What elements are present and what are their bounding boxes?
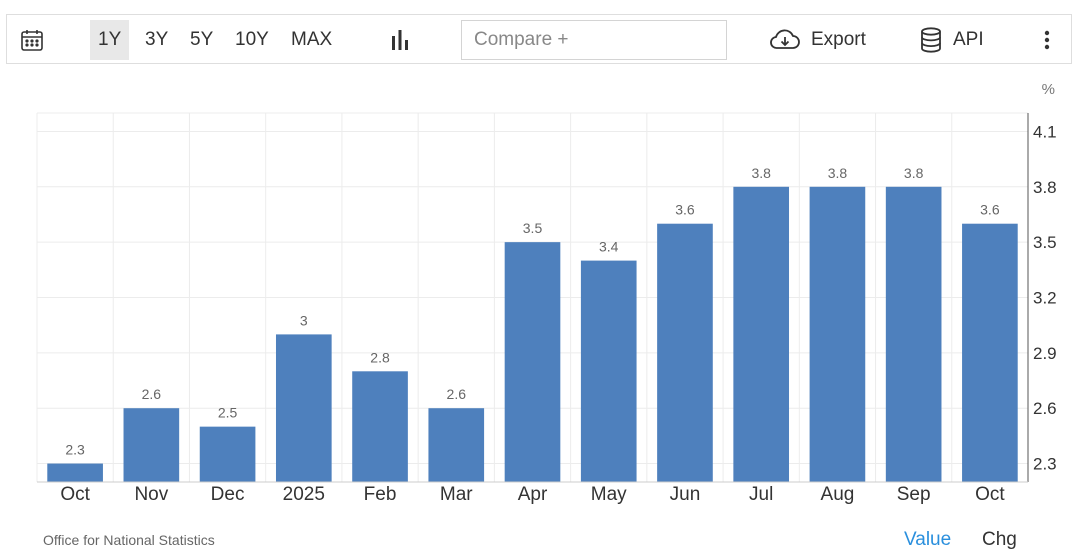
x-tick-label: Mar <box>440 484 473 505</box>
chg-tab[interactable]: Chg <box>982 529 1017 550</box>
bar[interactable] <box>428 408 485 482</box>
data-label: 3.6 <box>675 202 695 218</box>
data-label: 3.6 <box>980 202 1000 218</box>
x-tick-label: Apr <box>518 484 548 505</box>
bar-chart-icon[interactable] <box>387 26 413 54</box>
x-tick-label: Aug <box>821 484 855 505</box>
export-label: Export <box>811 29 866 50</box>
database-icon <box>919 27 943 53</box>
cloud-download-icon <box>769 28 801 52</box>
x-tick-label: Sep <box>897 484 931 505</box>
bar[interactable] <box>352 371 408 482</box>
x-tick-label: Feb <box>364 484 397 505</box>
more-vertical-icon[interactable] <box>1033 20 1061 60</box>
chart-toolbar: 1Y 3Y 5Y 10Y MAX Export <box>6 14 1072 64</box>
bar[interactable] <box>657 223 713 482</box>
y-tick-label: 3.2 <box>1033 289 1057 308</box>
y-tick-label: 4.1 <box>1033 122 1057 141</box>
compare-input[interactable] <box>461 20 727 60</box>
range-5y-button[interactable]: 5Y <box>190 29 214 50</box>
bar[interactable] <box>809 186 866 483</box>
y-tick-label: 3.8 <box>1033 178 1057 197</box>
y-tick-label: 3.5 <box>1033 233 1057 252</box>
data-label: 2.6 <box>447 386 467 402</box>
bar[interactable] <box>199 426 256 482</box>
x-tick-label: Oct <box>975 484 1005 505</box>
calendar-icon[interactable] <box>19 27 45 53</box>
data-label: 3.8 <box>751 165 771 181</box>
data-label: 2.8 <box>370 349 390 365</box>
range-max-button[interactable]: MAX <box>291 29 333 50</box>
data-label: 3 <box>300 312 308 328</box>
bar[interactable] <box>47 463 103 482</box>
bar[interactable] <box>504 242 561 482</box>
data-label: 3.8 <box>828 165 848 181</box>
x-tick-label: May <box>591 484 627 505</box>
api-button[interactable]: API <box>919 20 984 60</box>
bar[interactable] <box>962 223 1018 482</box>
x-tick-label: Dec <box>211 484 245 505</box>
x-tick-label: 2025 <box>283 484 325 505</box>
value-tab[interactable]: Value <box>904 529 952 550</box>
range-10y-button[interactable]: 10Y <box>235 29 269 50</box>
data-label: 2.3 <box>65 442 85 458</box>
api-label: API <box>953 29 984 50</box>
data-label: 3.8 <box>904 165 924 181</box>
x-tick-label: Oct <box>60 484 90 505</box>
data-label: 2.6 <box>142 386 162 402</box>
y-tick-label: 2.6 <box>1033 399 1057 418</box>
x-tick-label: Jul <box>749 484 773 505</box>
y-tick-label: 2.9 <box>1033 344 1057 363</box>
y-tick-label: 2.3 <box>1033 455 1057 474</box>
x-tick-label: Nov <box>134 484 168 505</box>
x-tick-label: Jun <box>670 484 701 505</box>
range-3y-button[interactable]: 3Y <box>145 29 169 50</box>
data-label: 3.5 <box>523 220 543 236</box>
bar[interactable] <box>885 186 942 483</box>
range-1y-button[interactable]: 1Y <box>90 20 130 60</box>
bar[interactable] <box>733 186 790 483</box>
export-button[interactable]: Export <box>769 20 866 60</box>
bar-chart: 2.3 2.6 2.9 3.2 3.5 3.8 4.1% 2.3 Oct 2.6 Nov 2.5 Dec… <box>36 81 1057 505</box>
bar[interactable] <box>123 408 180 482</box>
unit-label: % <box>1042 81 1055 98</box>
bar[interactable] <box>580 260 637 482</box>
bar[interactable] <box>275 334 332 482</box>
data-label: 2.5 <box>218 405 238 421</box>
source-label: Office for National Statistics <box>43 532 215 548</box>
data-label: 3.4 <box>599 239 619 255</box>
